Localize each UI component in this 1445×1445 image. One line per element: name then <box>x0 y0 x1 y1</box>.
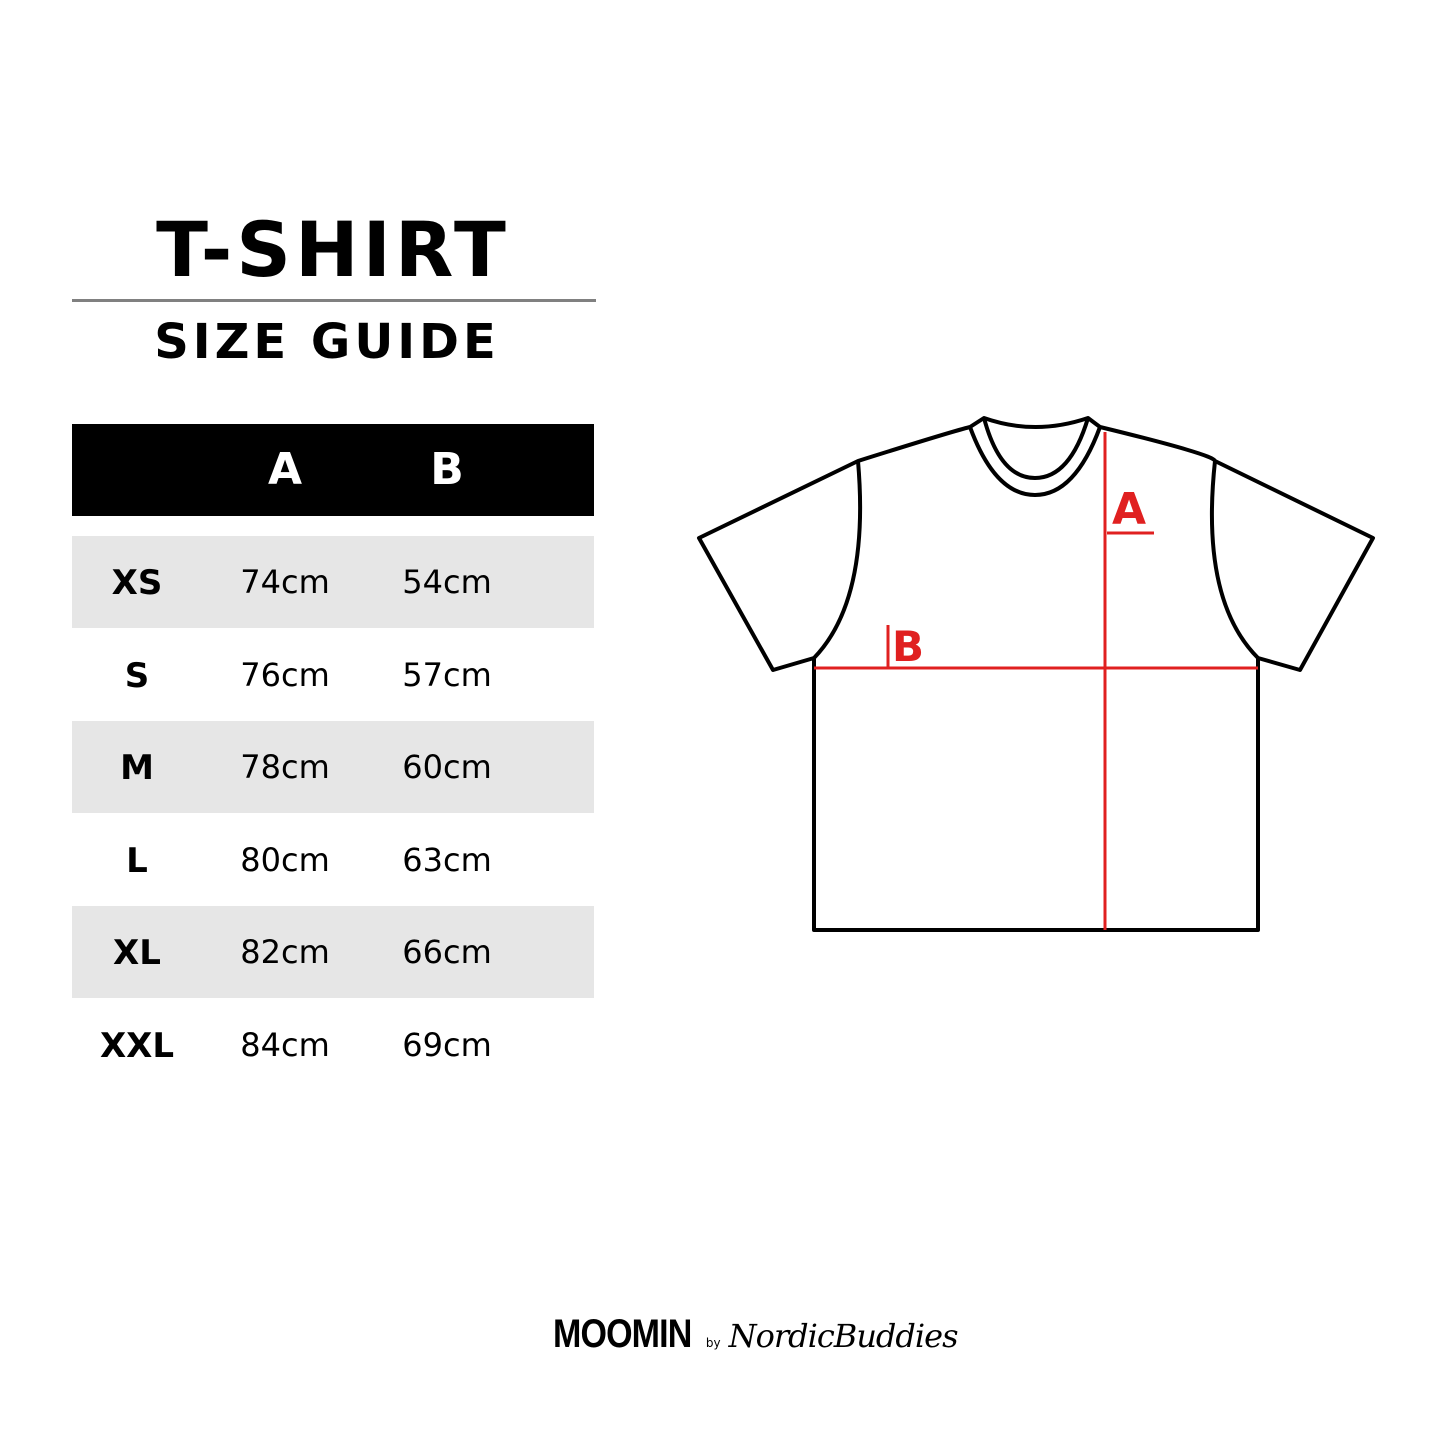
measure-b-cell: 63cm <box>402 840 492 879</box>
brand-logo: MOOMIN by NordicBuddies <box>553 1312 959 1357</box>
size-cell: XS <box>111 563 163 603</box>
measure-a-cell: 76cm <box>240 655 330 694</box>
measure-b-cell: 57cm <box>402 655 492 694</box>
measure-b-cell: 60cm <box>402 748 492 787</box>
size-cell: XL <box>113 933 161 974</box>
table-row: M 78cm 60cm <box>72 721 594 814</box>
measure-a-cell: 82cm <box>240 933 330 972</box>
tshirt-outline <box>697 416 1375 932</box>
measure-b-cell: 66cm <box>402 933 492 972</box>
page-title: T-SHIRT <box>156 205 510 294</box>
size-cell: XXL <box>99 1026 175 1066</box>
table-header: A B <box>72 424 594 516</box>
page-subtitle: SIZE GUIDE <box>154 314 500 370</box>
logo-partner: NordicBuddies <box>728 1317 959 1355</box>
measure-b-cell: 54cm <box>402 563 492 601</box>
size-cell: L <box>126 840 148 881</box>
header-b: B <box>430 444 464 495</box>
table-row: XL 82cm 66cm <box>72 906 594 999</box>
measure-a-cell: 78cm <box>240 748 330 787</box>
label-a: A <box>1112 484 1146 535</box>
measure-b-cell: 69cm <box>402 1026 492 1064</box>
measure-a-cell: 74cm <box>240 563 330 601</box>
size-cell: S <box>124 655 150 696</box>
measurement-lines <box>814 432 1258 930</box>
table-row: S 76cm 57cm <box>72 629 594 721</box>
size-cell: M <box>120 748 154 789</box>
logo-moomin: MOOMIN <box>553 1312 692 1356</box>
divider <box>72 299 596 302</box>
measure-a-cell: 80cm <box>240 840 330 879</box>
logo-by: by <box>705 1336 721 1350</box>
table-row: XXL 84cm 69cm <box>72 999 594 1091</box>
table-row: L 80cm 63cm <box>72 814 594 906</box>
label-b: B <box>892 622 924 671</box>
table-row: XS 74cm 54cm <box>72 536 594 628</box>
header-a: A <box>267 444 303 495</box>
measure-a-cell: 84cm <box>240 1026 330 1064</box>
